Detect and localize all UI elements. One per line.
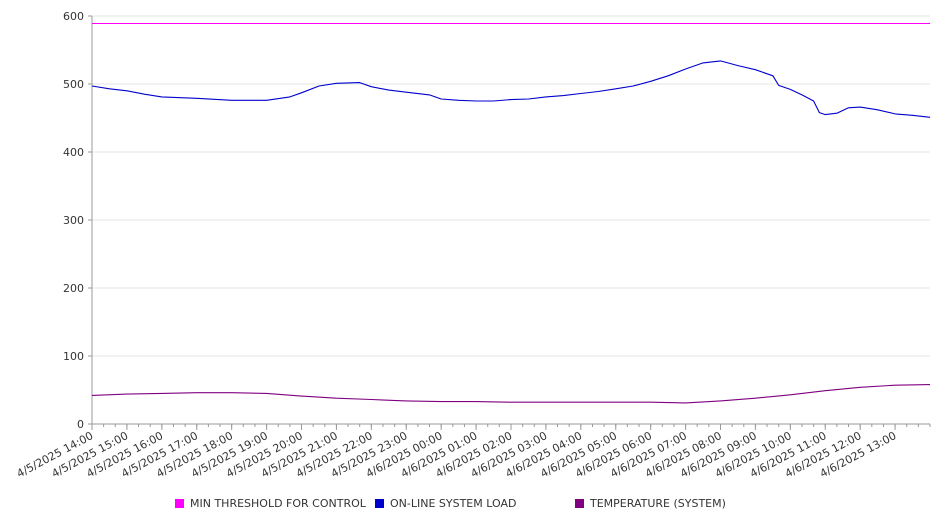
legend-item-system-load: ON-LINE SYSTEM LOAD [375, 497, 516, 510]
legend-label-temperature: TEMPERATURE (SYSTEM) [590, 497, 726, 510]
legend-swatch-threshold [175, 499, 184, 508]
legend: MIN THRESHOLD FOR CONTROL ON-LINE SYSTEM… [0, 497, 946, 515]
legend-label-threshold: MIN THRESHOLD FOR CONTROL [190, 497, 366, 510]
y-tick-label: 500 [63, 78, 84, 91]
y-tick-label: 600 [63, 10, 84, 23]
legend-swatch-system-load [375, 499, 384, 508]
y-tick-label: 200 [63, 282, 84, 295]
legend-label-system-load: ON-LINE SYSTEM LOAD [390, 497, 517, 510]
legend-item-threshold: MIN THRESHOLD FOR CONTROL [175, 497, 366, 510]
legend-item-temperature: TEMPERATURE (SYSTEM) [575, 497, 726, 510]
legend-swatch-temperature [575, 499, 584, 508]
y-tick-label: 400 [63, 146, 84, 159]
y-tick-labels: 0 100 200 300 400 500 600 [63, 10, 84, 431]
y-tick-label: 300 [63, 214, 84, 227]
y-tick-label: 100 [63, 350, 84, 363]
axes [88, 15, 931, 430]
temperature-line [91, 384, 931, 404]
series-lines [91, 22, 931, 404]
gridlines [92, 15, 930, 357]
x-tick-labels: 4/5/2025 14:004/5/2025 15:004/5/2025 16:… [15, 429, 899, 480]
y-tick-label: 0 [77, 418, 84, 431]
system-load-line [91, 60, 931, 118]
